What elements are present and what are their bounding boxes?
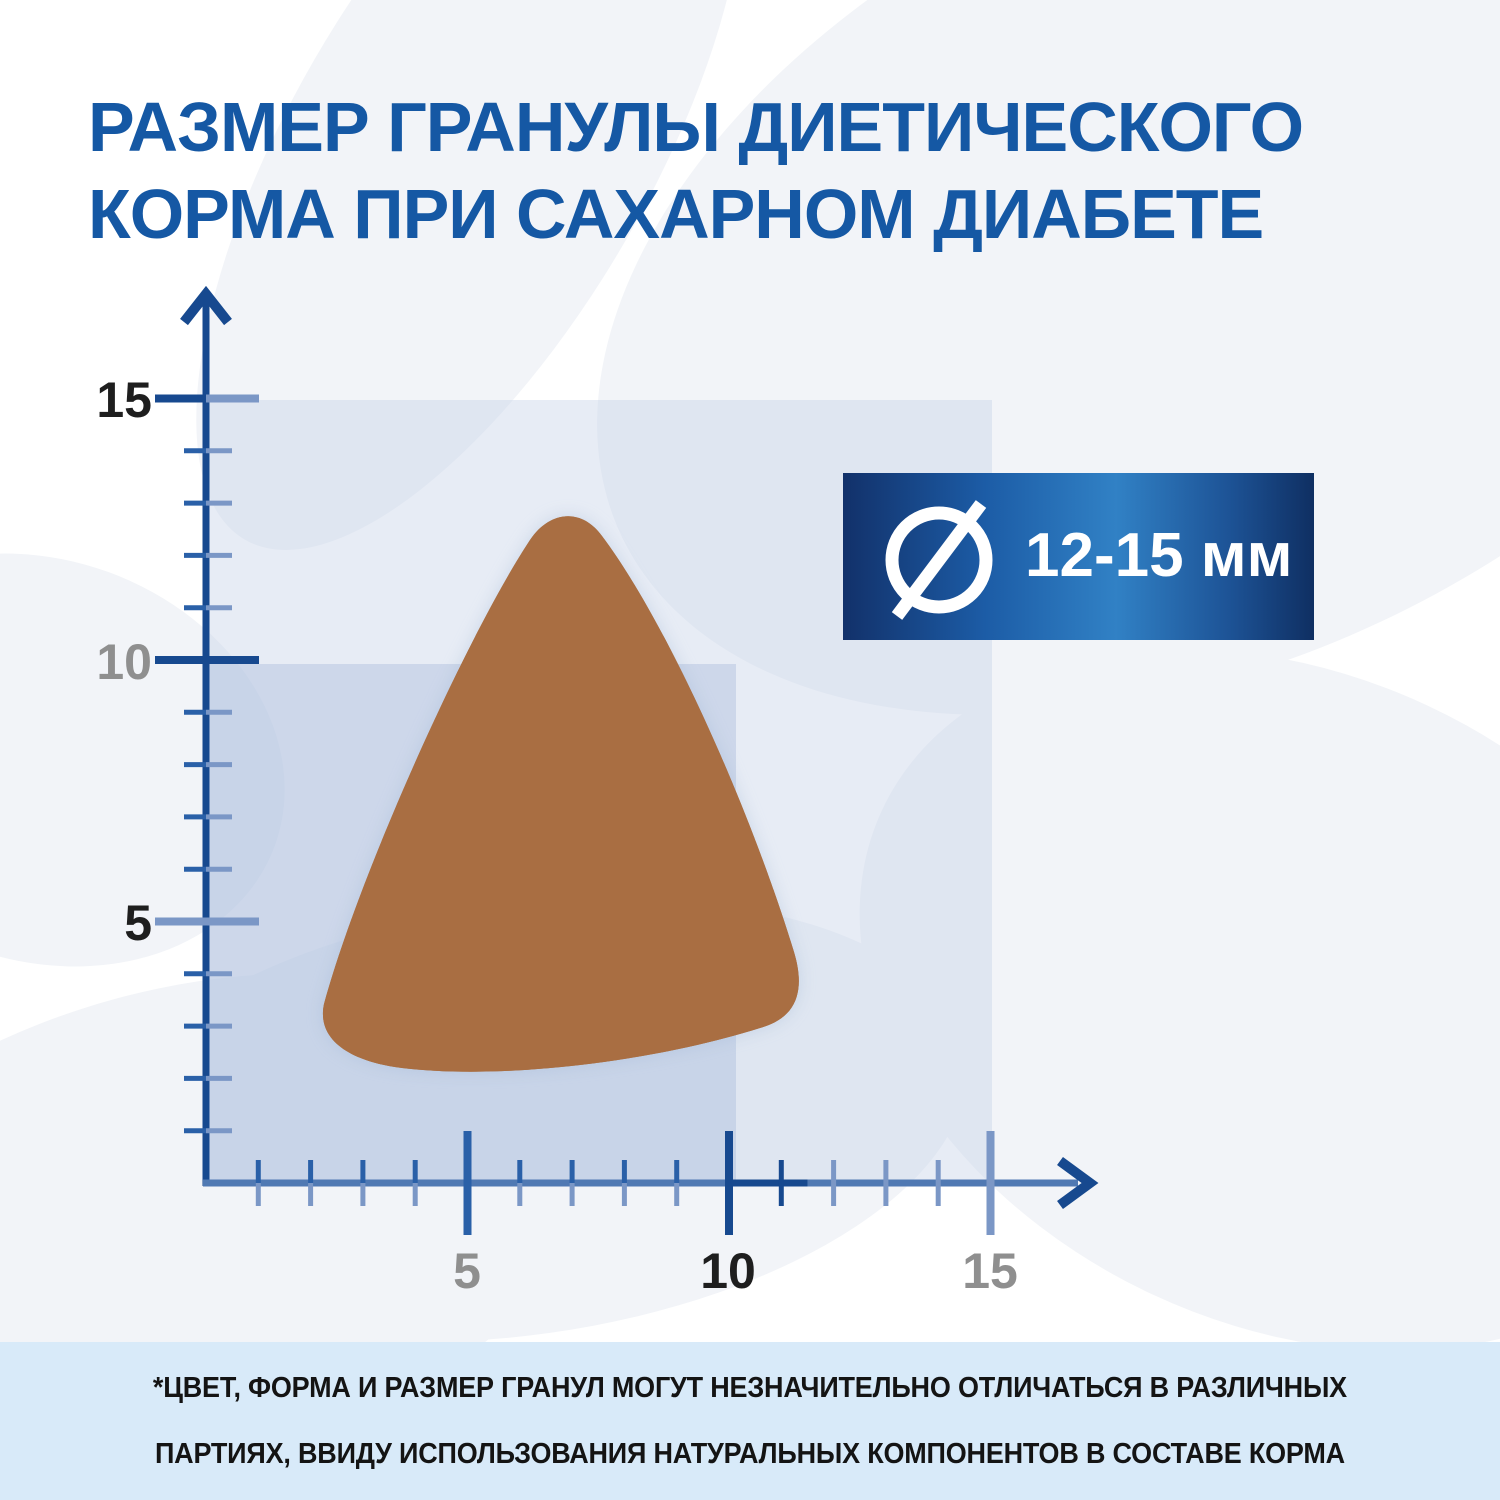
page-title: РАЗМЕР ГРАНУЛЫ ДИЕТИЧЕСКОГО КОРМА ПРИ СА… [88,84,1304,258]
kibble-shape [322,516,799,1072]
footer-line2: ПАРТИЯХ, ВВИДУ ИСПОЛЬЗОВАНИЯ НАТУРАЛЬНЫХ… [154,1437,1345,1470]
page-title-line1: РАЗМЕР ГРАНУЛЫ ДИЕТИЧЕСКОГО [88,88,1304,166]
footer-line1: *ЦВЕТ, ФОРМА И РАЗМЕР ГРАНУЛ МОГУТ НЕЗНА… [152,1371,1348,1404]
y-axis-label-5: 5 [124,895,152,951]
diameter-icon [885,500,993,620]
page-title-line2: КОРМА ПРИ САХАРНОМ ДИАБЕТЕ [88,175,1264,253]
y-axis-label-15: 15 [96,372,152,428]
diameter-value: 12-15 мм [1025,520,1293,590]
x-axis-label-5: 5 [453,1243,481,1299]
diameter-badge: 12-15 мм [843,473,1314,640]
kibble-photo [322,516,799,1072]
y-axis-label-10: 10 [96,634,152,690]
x-axis-label-15: 15 [962,1243,1018,1299]
x-axis-label-10: 10 [700,1243,756,1299]
footer-disclaimer: *ЦВЕТ, ФОРМА И РАЗМЕР ГРАНУЛ МОГУТ НЕЗНА… [153,1339,1347,1500]
footer-band: *ЦВЕТ, ФОРМА И РАЗМЕР ГРАНУЛ МОГУТ НЕЗНА… [0,1342,1500,1500]
